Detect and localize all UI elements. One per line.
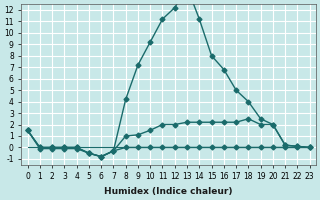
X-axis label: Humidex (Indice chaleur): Humidex (Indice chaleur)	[104, 187, 233, 196]
